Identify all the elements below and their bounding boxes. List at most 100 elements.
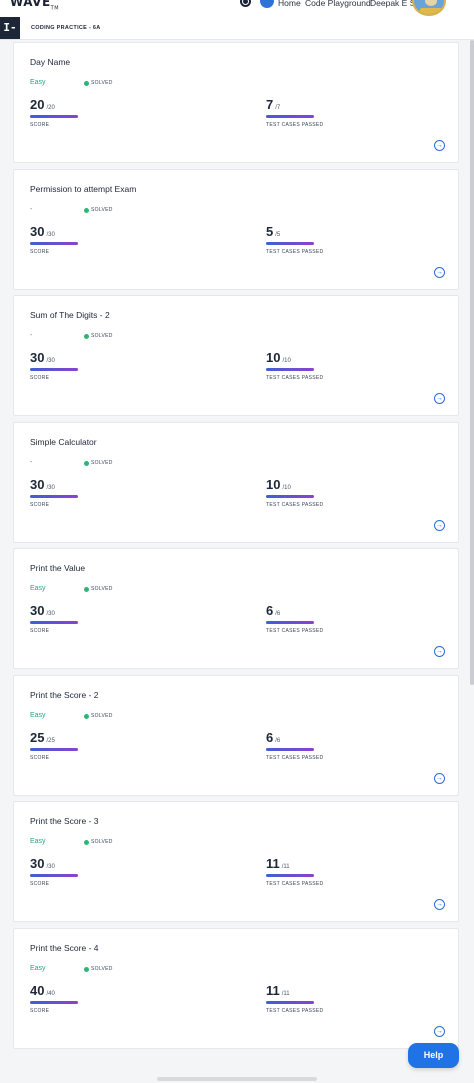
problem-title[interactable]: Permission to attempt Exam: [30, 184, 137, 194]
avatar[interactable]: [412, 0, 446, 16]
difficulty-label: Easy: [30, 79, 46, 86]
arrow-circle-right-icon[interactable]: →: [434, 393, 445, 404]
scrollbar[interactable]: [470, 40, 474, 685]
tests-number: 7: [266, 97, 274, 112]
tests-value: 6/6: [266, 603, 280, 618]
tests-number: 11: [266, 983, 280, 998]
problem-title[interactable]: Sum of The Digits - 2: [30, 310, 110, 320]
score-number: 30: [30, 224, 45, 239]
difficulty-label: -: [30, 459, 33, 466]
avatar-face-icon: [425, 0, 437, 6]
difficulty-label: Easy: [30, 585, 46, 592]
score-number: 25: [30, 730, 45, 745]
tests-progress-bar: [266, 874, 314, 877]
score-value: 25/25: [30, 730, 55, 745]
score-value: 30/30: [30, 350, 55, 365]
score-label: SCORE: [30, 122, 50, 128]
score-label: SCORE: [30, 249, 50, 255]
score-progress-bar: [30, 495, 78, 498]
sub-header: [0, 16, 474, 40]
score-progress-bar: [30, 1001, 78, 1004]
score-label: SCORE: [30, 628, 50, 634]
tests-max: /6: [275, 611, 281, 617]
arrow-circle-right-icon[interactable]: →: [434, 1026, 445, 1037]
score-max: /30: [46, 232, 55, 238]
difficulty-label: -: [30, 332, 33, 339]
difficulty-label: -: [30, 206, 33, 213]
status-badge: SOLVED: [91, 713, 113, 719]
problem-title[interactable]: Print the Score - 4: [30, 943, 99, 953]
problem-card[interactable]: Print the Score - 3 Easy SOLVED 30/30 SC…: [13, 801, 459, 922]
problem-title[interactable]: Print the Value: [30, 563, 86, 573]
arrow-circle-right-icon[interactable]: →: [434, 773, 445, 784]
problem-title[interactable]: Print the Score - 2: [30, 690, 99, 700]
score-value: 20/20: [30, 97, 55, 112]
problem-card[interactable]: Print the Score - 4 Easy SOLVED 40/40 SC…: [13, 928, 459, 1049]
tests-label: TEST CASES PASSED: [266, 122, 324, 128]
app-logo[interactable]: WAVETM: [10, 0, 59, 11]
arrow-circle-right-icon[interactable]: →: [434, 267, 445, 278]
score-max: /20: [46, 105, 55, 111]
problem-card[interactable]: Permission to attempt Exam - SOLVED 30/3…: [13, 169, 459, 290]
problem-title[interactable]: Simple Calculator: [30, 437, 97, 447]
status-badge: SOLVED: [91, 460, 113, 466]
sidebar-toggle-icon[interactable]: I-: [0, 17, 20, 39]
score-progress-bar: [30, 368, 78, 371]
problem-title[interactable]: Day Name: [30, 57, 71, 67]
tests-value: 10/10: [266, 477, 291, 492]
problem-card[interactable]: Sum of The Digits - 2 - SOLVED 30/30 SCO…: [13, 295, 459, 416]
status-badge: SOLVED: [91, 207, 113, 213]
tests-max: /11: [281, 864, 290, 870]
tests-label: TEST CASES PASSED: [266, 881, 324, 887]
problem-card[interactable]: Simple Calculator - SOLVED 30/30 SCORE 1…: [13, 422, 459, 543]
tests-max: /10: [282, 485, 291, 491]
tests-value: 11/11: [266, 856, 290, 871]
tests-value: 5/5: [266, 224, 280, 239]
tests-max: /7: [275, 105, 281, 111]
score-progress-bar: [30, 115, 78, 118]
score-max: /30: [46, 864, 55, 870]
problem-card[interactable]: Day Name Easy SOLVED 20/20 SCORE 7/7 TES…: [13, 42, 459, 163]
tests-progress-bar: [266, 115, 314, 118]
status-badge: SOLVED: [91, 839, 113, 845]
score-max: /30: [46, 358, 55, 364]
home-icon[interactable]: [260, 0, 274, 8]
avatar-badge-icon: [420, 8, 442, 14]
tests-progress-bar: [266, 242, 314, 245]
problem-card[interactable]: Print the Value Easy SOLVED 30/30 SCORE …: [13, 548, 459, 669]
tests-label: TEST CASES PASSED: [266, 628, 324, 634]
problem-card[interactable]: Print the Score - 2 Easy SOLVED 25/25 SC…: [13, 675, 459, 796]
tests-progress-bar: [266, 1001, 314, 1004]
arrow-circle-right-icon[interactable]: →: [434, 140, 445, 151]
tests-value: 10/10: [266, 350, 291, 365]
status-dot-icon: [84, 840, 89, 845]
horizontal-scrollbar[interactable]: [157, 1077, 317, 1081]
arrow-circle-right-icon[interactable]: →: [434, 520, 445, 531]
score-label: SCORE: [30, 1008, 50, 1014]
score-progress-bar: [30, 621, 78, 624]
tests-max: /5: [275, 232, 281, 238]
arrow-circle-right-icon[interactable]: →: [434, 646, 445, 657]
difficulty-label: Easy: [30, 838, 46, 845]
score-progress-bar: [30, 874, 78, 877]
score-number: 30: [30, 856, 45, 871]
tests-label: TEST CASES PASSED: [266, 502, 324, 508]
nav-code-playground-link[interactable]: Code Playground: [305, 0, 371, 8]
target-icon[interactable]: [240, 0, 251, 7]
tests-number: 10: [266, 477, 281, 492]
score-progress-bar: [30, 242, 78, 245]
nav-home-link[interactable]: Home: [278, 0, 301, 8]
arrow-circle-right-icon[interactable]: →: [434, 899, 445, 910]
score-value: 30/30: [30, 603, 55, 618]
problem-title[interactable]: Print the Score - 3: [30, 816, 99, 826]
tests-number: 6: [266, 730, 274, 745]
tests-number: 10: [266, 350, 281, 365]
tests-value: 11/11: [266, 983, 290, 998]
nav-user-name[interactable]: Deepak E S: [370, 0, 416, 8]
tests-progress-bar: [266, 748, 314, 751]
status-dot-icon: [84, 967, 89, 972]
score-label: SCORE: [30, 755, 50, 761]
difficulty-label: Easy: [30, 965, 46, 972]
help-button[interactable]: Help: [408, 1043, 459, 1068]
tests-number: 11: [266, 856, 280, 871]
